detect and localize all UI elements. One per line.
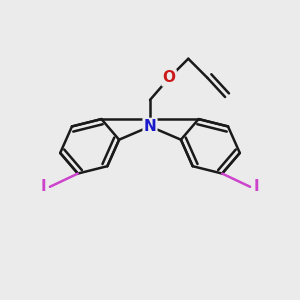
Text: N: N [144, 119, 156, 134]
Text: I: I [254, 179, 259, 194]
Text: O: O [163, 70, 176, 86]
Text: I: I [41, 179, 46, 194]
